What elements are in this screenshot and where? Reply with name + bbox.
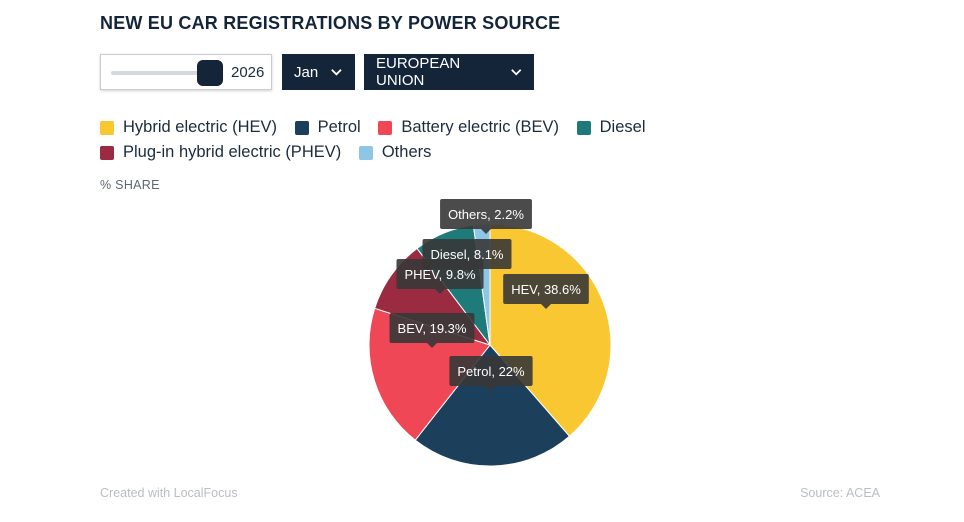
data-label-text: PHEV, 9.8% [404,267,476,282]
data-label-box [389,313,475,343]
pie-slice-petrol[interactable] [414,344,571,467]
chevron-down-icon [510,69,521,76]
legend-swatch [576,120,591,135]
data-label-box [449,356,533,386]
data-label-petrol: Petrol, 22% [449,356,533,391]
legend-swatch [358,145,373,160]
credit-text: Created with LocalFocus [100,486,238,500]
data-label-pointer [541,304,551,309]
legend-swatch [294,120,309,135]
data-label-pointer [486,386,496,391]
month-value: Jan [294,63,319,81]
legend-item-diesel[interactable]: Diesel [576,115,646,140]
data-label-pointer [462,269,472,274]
year-value: 2026 [231,64,265,81]
source-text: Source: ACEA [800,486,880,500]
month-dropdown[interactable]: Jan [282,54,355,90]
data-label-box [422,239,512,269]
data-label-text: Others, 2.2% [448,207,524,222]
legend-item-bev[interactable]: Battery electric (BEV) [378,115,559,140]
legend: Hybrid electric (HEV) Petrol Battery ele… [100,115,900,165]
data-label-hev: HEV, 38.6% [503,274,589,309]
region-dropdown[interactable]: EUROPEAN UNION [364,54,534,90]
legend-item-others[interactable]: Others [358,140,432,165]
data-label-pointer [481,229,491,234]
data-label-text: BEV, 19.3% [398,321,467,336]
data-label-bev: BEV, 19.3% [389,313,475,348]
data-label-text: HEV, 38.6% [511,282,581,297]
legend-item-petrol[interactable]: Petrol [294,115,361,140]
slider-thumb[interactable] [197,60,223,86]
data-label-pointer [435,289,445,294]
legend-item-phev[interactable]: Plug-in hybrid electric (PHEV) [100,140,341,165]
data-label-diesel: Diesel, 8.1% [422,239,512,274]
unit-label: % SHARE [100,178,160,192]
year-slider[interactable]: 2026 [100,54,272,90]
region-value: EUROPEAN UNION [376,55,461,89]
chevron-down-icon [331,69,342,76]
legend-label: Diesel [599,118,646,136]
data-label-others: Others, 2.2% [440,199,532,234]
legend-label: Battery electric (BEV) [401,118,560,136]
legend-label: Hybrid electric (HEV) [123,118,278,136]
legend-label: Others [381,143,432,161]
legend-label: Petrol [317,118,361,136]
data-label-text: Diesel, 8.1% [431,247,504,262]
legend-swatch [100,120,114,135]
legend-swatch [100,145,114,160]
legend-swatch [378,120,393,135]
data-label-pointer [427,343,437,348]
data-label-text: Petrol, 22% [457,364,525,379]
chart-title: NEW EU CAR REGISTRATIONS BY POWER SOURCE [100,13,561,33]
data-label-box [440,199,532,229]
slider-track[interactable] [111,71,211,75]
data-label-box [503,274,589,304]
legend-label: Plug-in hybrid electric (PHEV) [123,143,342,161]
legend-item-hev[interactable]: Hybrid electric (HEV) [100,115,277,140]
